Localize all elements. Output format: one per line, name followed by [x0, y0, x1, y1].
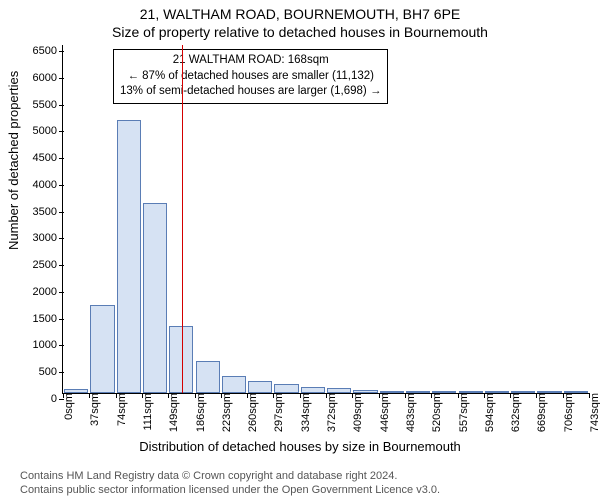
histogram-bar [64, 389, 88, 393]
histogram-bar [196, 361, 220, 393]
histogram-bar [117, 120, 141, 393]
x-tick-label: 260sqm [247, 393, 259, 432]
x-tick-label: 632sqm [510, 393, 522, 432]
y-tick: 6000 [17, 72, 63, 84]
x-tick-label: 149sqm [168, 393, 180, 432]
x-tick-label: 706sqm [563, 393, 575, 432]
x-tick-label: 483sqm [405, 393, 417, 432]
y-tick: 4000 [17, 179, 63, 191]
histogram-bar [406, 391, 430, 393]
histogram-bar [222, 376, 246, 393]
y-tick: 4500 [17, 152, 63, 164]
annotation-line-2: ← 87% of detached houses are smaller (11… [120, 69, 381, 85]
y-tick: 5000 [17, 125, 63, 137]
x-tick-label: 334sqm [300, 393, 312, 432]
y-tick: 1500 [17, 313, 63, 325]
histogram-bar [143, 203, 167, 393]
x-tick-label: 743sqm [589, 393, 600, 432]
x-axis-label: Distribution of detached houses by size … [0, 439, 600, 454]
histogram-bar [432, 391, 456, 393]
footer-text-1: Contains HM Land Registry data © Crown c… [20, 470, 397, 482]
y-tick: 1000 [17, 339, 63, 351]
y-tick: 0 [17, 393, 63, 405]
histogram-bar [301, 387, 325, 393]
x-tick-label: 37sqm [89, 393, 101, 426]
y-tick: 2500 [17, 259, 63, 271]
figure-container: 21, WALTHAM ROAD, BOURNEMOUTH, BH7 6PE S… [0, 0, 600, 500]
histogram-bar [511, 391, 535, 393]
x-tick-label: 111sqm [142, 393, 154, 431]
histogram-bar [380, 391, 404, 393]
x-tick-label: 557sqm [458, 393, 470, 432]
page-subtitle: Size of property relative to detached ho… [0, 24, 600, 40]
histogram-bar [274, 384, 298, 393]
histogram-bar [327, 388, 351, 393]
y-tick: 5500 [17, 99, 63, 111]
y-tick: 500 [17, 366, 63, 378]
histogram-bar [90, 305, 114, 393]
y-tick: 3000 [17, 232, 63, 244]
y-tick: 2000 [17, 286, 63, 298]
annotation-line-3: 13% of semi-detached houses are larger (… [120, 84, 381, 100]
histogram-bar [537, 391, 561, 393]
x-tick-label: 446sqm [379, 393, 391, 432]
footer-text-2: Contains public sector information licen… [20, 484, 440, 496]
histogram-bar [459, 391, 483, 393]
x-tick-label: 74sqm [116, 393, 128, 426]
x-tick-label: 297sqm [273, 393, 285, 432]
annotation-box: 21 WALTHAM ROAD: 168sqm ← 87% of detache… [113, 49, 388, 104]
histogram-bar [485, 391, 509, 393]
histogram-bar [248, 381, 272, 393]
histogram-bar [353, 390, 377, 393]
y-tick: 6500 [17, 45, 63, 57]
x-tick-label: 669sqm [536, 393, 548, 432]
x-tick-label: 372sqm [326, 393, 338, 432]
x-tick-label: 409sqm [352, 393, 364, 432]
x-tick-label: 594sqm [484, 393, 496, 432]
y-tick: 3500 [17, 206, 63, 218]
x-tick-label: 223sqm [221, 393, 233, 432]
x-tick-label: 186sqm [195, 393, 207, 432]
annotation-line-1: 21 WALTHAM ROAD: 168sqm [120, 53, 381, 69]
reference-line [182, 45, 183, 393]
page-title: 21, WALTHAM ROAD, BOURNEMOUTH, BH7 6PE [0, 6, 600, 22]
histogram-bar [564, 391, 588, 393]
x-tick-label: 0sqm [63, 393, 75, 420]
histogram-plot: 21 WALTHAM ROAD: 168sqm ← 87% of detache… [62, 45, 589, 394]
x-tick-label: 520sqm [431, 393, 443, 432]
